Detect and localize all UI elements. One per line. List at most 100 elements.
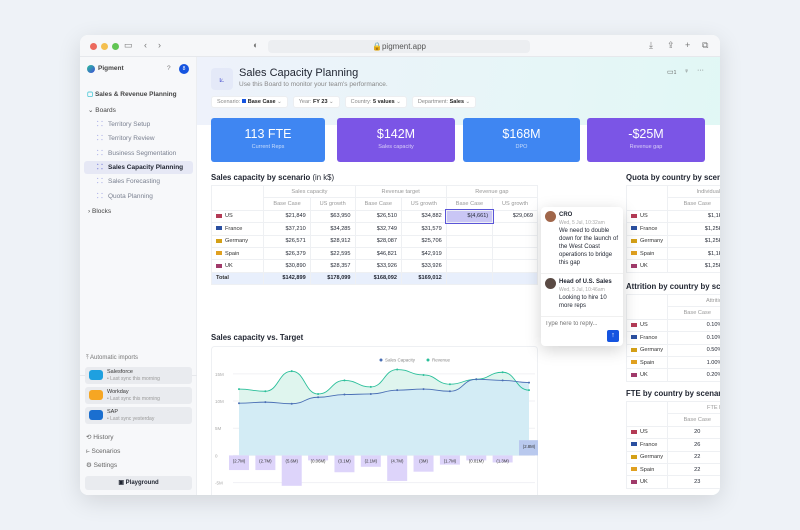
- data-point[interactable]: [501, 379, 504, 382]
- table-cell[interactable]: $1,1K: [667, 209, 720, 224]
- data-point[interactable]: [422, 373, 425, 376]
- gap-bar[interactable]: [360, 455, 381, 467]
- table-cell[interactable]: 1.00%: [667, 355, 720, 370]
- table-cell[interactable]: [445, 246, 494, 261]
- sidebar-history[interactable]: ⟲ History: [86, 433, 114, 443]
- table-cell[interactable]: $46,821: [354, 246, 402, 261]
- data-point[interactable]: [448, 390, 451, 393]
- table-cell[interactable]: $28,357: [309, 259, 356, 273]
- table-cell[interactable]: 20: [667, 425, 720, 440]
- gap-bar[interactable]: [281, 455, 302, 486]
- data-point[interactable]: [396, 389, 399, 392]
- sidebar-scenarios[interactable]: ⥼ Scenarios: [86, 447, 120, 457]
- data-point[interactable]: [290, 370, 293, 373]
- new-tab-icon[interactable]: +: [685, 40, 691, 50]
- sidebar-board-sales-capacity-planning[interactable]: ⸬ Sales Capacity Planning: [84, 160, 193, 174]
- download-icon[interactable]: ⤓: [649, 40, 653, 50]
- help-icon[interactable]: ?: [167, 65, 171, 72]
- sidebar-board-territory-review[interactable]: ⸬ Territory Review: [84, 132, 193, 145]
- data-point[interactable]: [475, 378, 478, 381]
- data-point[interactable]: [238, 402, 240, 405]
- table-cell[interactable]: $1,25K: [667, 222, 720, 236]
- table-cell[interactable]: 26: [667, 438, 720, 452]
- table-cell[interactable]: $26,379: [263, 246, 311, 261]
- gap-bar[interactable]: [229, 455, 249, 471]
- pin-icon[interactable]: ♀: [684, 68, 690, 75]
- data-point[interactable]: [264, 401, 267, 404]
- table-cell[interactable]: $33,926: [400, 259, 447, 273]
- table-cell[interactable]: 0.10%: [667, 331, 720, 345]
- table-cell[interactable]: [445, 259, 494, 273]
- table-cell[interactable]: $31,579: [400, 222, 447, 236]
- data-point[interactable]: [317, 392, 320, 395]
- sidebar-toggle-icon[interactable]: ▭: [124, 40, 133, 50]
- table-cell[interactable]: $42,919: [400, 246, 447, 261]
- maximize-window-button[interactable]: [112, 43, 119, 50]
- table-cell[interactable]: $1,25K: [667, 259, 720, 273]
- selected-cell[interactable]: $(4,661): [445, 209, 494, 224]
- table-cell[interactable]: $63,950: [309, 209, 356, 224]
- sidebar-board-territory-setup[interactable]: ⸬ Territory Setup: [84, 118, 193, 131]
- table-cell[interactable]: $25,706: [400, 234, 447, 248]
- table-cell[interactable]: $1,1K: [667, 246, 720, 261]
- data-point[interactable]: [396, 368, 399, 371]
- data-point[interactable]: [448, 383, 451, 386]
- data-point[interactable]: [238, 388, 240, 391]
- privacy-icon[interactable]: ◐: [253, 40, 259, 50]
- forward-icon[interactable]: ›: [158, 40, 161, 50]
- reply-input[interactable]: [545, 321, 619, 327]
- table-cell[interactable]: [445, 234, 494, 248]
- table-cell[interactable]: 0.20%: [667, 368, 720, 382]
- table-cell[interactable]: 0.50%: [667, 343, 720, 357]
- playground-button[interactable]: ▣ Playground: [85, 476, 192, 490]
- back-icon[interactable]: ‹: [144, 40, 147, 50]
- sidebar-board-business-segmentation[interactable]: ⸬ Business Segmentation: [84, 147, 193, 160]
- close-window-button[interactable]: [90, 43, 97, 50]
- data-point[interactable]: [528, 381, 530, 384]
- boards-section[interactable]: ⌄ Boards: [88, 106, 116, 116]
- filter-year[interactable]: Year: FY 23 ⌄: [292, 96, 340, 108]
- table-cell[interactable]: 22: [667, 450, 720, 464]
- data-point[interactable]: [290, 402, 293, 405]
- data-point[interactable]: [528, 389, 530, 392]
- table-cell[interactable]: $26,571: [263, 234, 311, 248]
- table-cell[interactable]: $34,882: [400, 209, 447, 224]
- gap-bar[interactable]: [413, 455, 434, 472]
- import-workday[interactable]: Workday • Last sync this morning: [85, 387, 192, 404]
- data-point[interactable]: [264, 390, 267, 393]
- send-reply-button[interactable]: ↑: [607, 330, 619, 342]
- gap-bar[interactable]: [387, 455, 408, 481]
- data-point[interactable]: [422, 388, 425, 391]
- more-options-icon[interactable]: ···: [697, 67, 704, 74]
- table-cell[interactable]: $30,890: [263, 259, 311, 273]
- table-cell[interactable]: 23: [667, 475, 720, 489]
- comments-button[interactable]: ▭1: [667, 68, 676, 76]
- table-cell[interactable]: $1,25K: [667, 234, 720, 248]
- table-cell[interactable]: [492, 259, 538, 273]
- table-cell[interactable]: $21,849: [263, 209, 311, 224]
- data-point[interactable]: [501, 371, 504, 374]
- data-point[interactable]: [343, 379, 346, 382]
- data-point[interactable]: [343, 393, 346, 396]
- import-sap[interactable]: SAP • Last sync yesterday: [85, 407, 192, 424]
- table-cell[interactable]: $28,087: [354, 234, 402, 248]
- table-cell[interactable]: $29,069: [492, 209, 538, 224]
- table-cell[interactable]: [492, 222, 538, 236]
- table-cell[interactable]: $33,926: [354, 259, 402, 273]
- gap-bar[interactable]: [519, 440, 538, 456]
- data-point[interactable]: [317, 396, 320, 399]
- table-cell[interactable]: [492, 234, 538, 248]
- sidebar-board-quota-planning[interactable]: ⸬ Quota Planning: [84, 190, 193, 203]
- table-cell[interactable]: $32,749: [354, 222, 402, 236]
- table-cell[interactable]: $37,210: [263, 222, 311, 236]
- table-cell[interactable]: [492, 246, 538, 261]
- blocks-section[interactable]: › Blocks: [88, 207, 111, 217]
- gap-bar[interactable]: [255, 455, 276, 471]
- table-cell[interactable]: $28,912: [309, 234, 356, 248]
- sidebar-board-sales-forecasting[interactable]: ⸬ Sales Forecasting: [84, 175, 193, 188]
- table-cell[interactable]: 0.10%: [667, 318, 720, 333]
- minimize-window-button[interactable]: [101, 43, 108, 50]
- user-avatar[interactable]: 8: [179, 64, 189, 74]
- gap-bar[interactable]: [492, 455, 513, 463]
- filter-country[interactable]: Country: 5 values ⌄: [344, 96, 407, 108]
